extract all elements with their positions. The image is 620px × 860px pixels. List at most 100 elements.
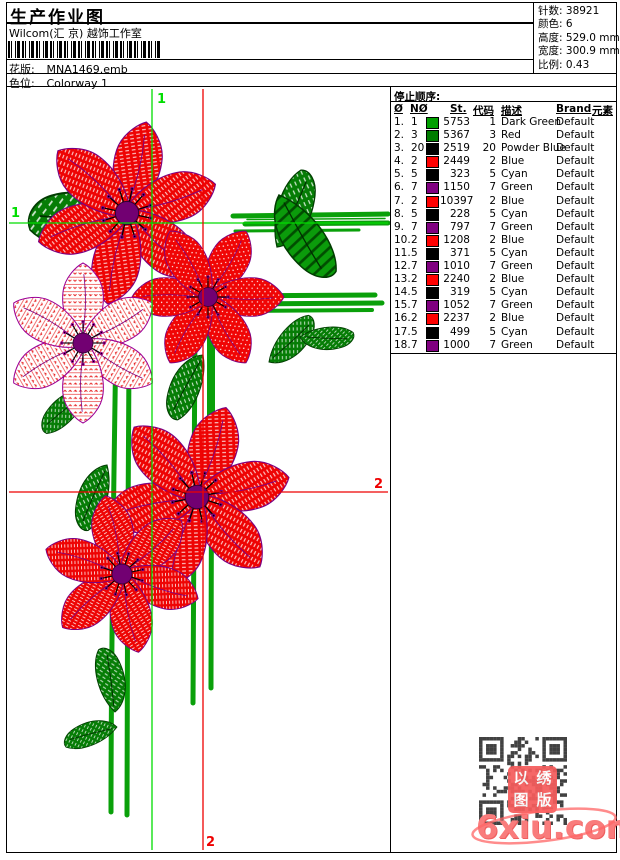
row-brand: Default [556, 325, 595, 338]
row-seq: 12. [394, 260, 411, 273]
row-seq: 7. [394, 194, 405, 207]
row-code: 7 [489, 338, 496, 351]
row-stitch-count: 1208 [443, 233, 470, 246]
table-row: 16. 2 2237 2 Blue Default [390, 312, 617, 326]
row-brand: Default [556, 260, 595, 273]
divider [390, 353, 617, 354]
design-file-value: MNA1469.emb [46, 63, 128, 76]
marker1-label-top: 1 [157, 92, 166, 107]
title-underline [6, 22, 534, 24]
height-row: 高度: 529.0 mm [538, 31, 620, 44]
row-code: 5 [489, 207, 496, 220]
color-count-row: 颜色: 6 [538, 18, 573, 31]
row-stitch-count: 1000 [443, 338, 470, 351]
row-stitch-count: 797 [449, 220, 470, 233]
row-stitch-count: 5367 [443, 129, 470, 142]
color-chip [426, 247, 439, 260]
table-row: 1. 1 5753 1 Dark Green Default [390, 116, 617, 129]
color-chip [426, 130, 439, 143]
col-header-seq: Ø [394, 103, 403, 115]
row-description: Blue [501, 155, 525, 168]
row-code: 7 [489, 260, 496, 273]
row-description: Green [501, 338, 533, 351]
color-chip [426, 156, 439, 169]
row-description: Cyan [501, 286, 528, 299]
divider [6, 86, 617, 87]
row-needle-number: 7 [411, 181, 418, 194]
embroidery-design-preview: 1 1 2 2 [7, 89, 390, 850]
color-chip [426, 287, 439, 300]
color-chip [426, 313, 439, 326]
row-code: 5 [489, 246, 496, 259]
table-row: 14. 5 319 5 Cyan Default [390, 286, 617, 300]
row-seq: 8. [394, 207, 405, 220]
row-code: 1 [489, 116, 496, 128]
row-needle-number: 3 [411, 129, 418, 142]
red-stamp: 以 绣 图 版 [508, 766, 557, 813]
page-border [6, 2, 617, 853]
row-needle-number: 5 [411, 168, 418, 181]
divider [6, 59, 534, 60]
table-row: 5. 5 323 5 Cyan Default [390, 168, 617, 182]
stop-sequence-table: 1. 1 5753 1 Dark Green Default 2. 3 5367… [390, 116, 617, 352]
row-description: Dark Green [501, 116, 562, 128]
row-needle-number: 20 [411, 142, 425, 155]
row-description: Cyan [501, 325, 528, 338]
row-stitch-count: 10397 [440, 194, 474, 207]
row-brand: Default [556, 181, 595, 194]
row-stitch-count: 2449 [443, 155, 470, 168]
color-chip [426, 234, 439, 247]
color-chip [426, 300, 439, 313]
registration-marker-2: 2 2 [9, 89, 388, 850]
marker2-label-right: 2 [374, 477, 383, 492]
table-row: 13. 2 2240 2 Blue Default [390, 273, 617, 287]
row-code: 2 [489, 312, 496, 325]
row-description: Green [501, 220, 533, 233]
row-brand: Default [556, 233, 595, 246]
color-chip [426, 274, 439, 287]
col-header-needle: NØ [410, 103, 428, 115]
row-needle-number: 7 [411, 299, 418, 312]
row-seq: 14. [394, 286, 411, 299]
table-row: 10. 2 1208 2 Blue Default [390, 234, 617, 247]
color-chip [426, 208, 439, 221]
site-watermark: 6xiu.com [468, 800, 620, 856]
row-seq: 15. [394, 299, 411, 312]
design-file-row: 花版: MNA1469.emb [9, 61, 128, 77]
row-code: 5 [489, 168, 496, 181]
row-seq: 17. [394, 325, 411, 338]
row-needle-number: 7 [411, 220, 418, 233]
row-code: 7 [489, 220, 496, 233]
stop-sequence-title: 停止顺序: [394, 91, 441, 103]
color-chip [426, 221, 439, 234]
color-chip [426, 261, 439, 274]
row-brand: Default [556, 168, 595, 181]
row-needle-number: 5 [411, 246, 418, 259]
row-code: 20 [482, 142, 496, 155]
color-chip [426, 326, 439, 339]
width-row: 宽度: 300.9 mm [538, 45, 620, 58]
row-code: 5 [489, 325, 496, 338]
row-seq: 2. [394, 129, 405, 142]
table-row: 17. 5 499 5 Cyan Default [390, 326, 617, 339]
row-description: Blue [501, 233, 525, 246]
stamp-char: 图 [513, 791, 529, 809]
table-row: 9. 7 797 7 Green Default [390, 221, 617, 234]
row-stitch-count: 319 [449, 286, 470, 299]
row-code: 7 [489, 181, 496, 194]
table-row: 6. 7 1150 7 Green Default [390, 181, 617, 195]
row-brand: Default [556, 286, 595, 299]
row-description: Green [501, 299, 533, 312]
row-code: 7 [489, 299, 496, 312]
watermark-swoosh [471, 807, 617, 845]
row-description: Green [501, 260, 533, 273]
row-needle-number: 5 [411, 207, 418, 220]
row-stitch-count: 323 [449, 168, 470, 181]
row-code: 2 [489, 155, 496, 168]
row-brand: Default [556, 246, 595, 259]
row-brand: Default [556, 194, 595, 207]
row-needle-number: 1 [411, 116, 418, 128]
table-row: 18. 7 1000 7 Green Default [390, 339, 617, 352]
row-needle-number: 7 [411, 260, 418, 273]
row-stitch-count: 1052 [443, 299, 470, 312]
